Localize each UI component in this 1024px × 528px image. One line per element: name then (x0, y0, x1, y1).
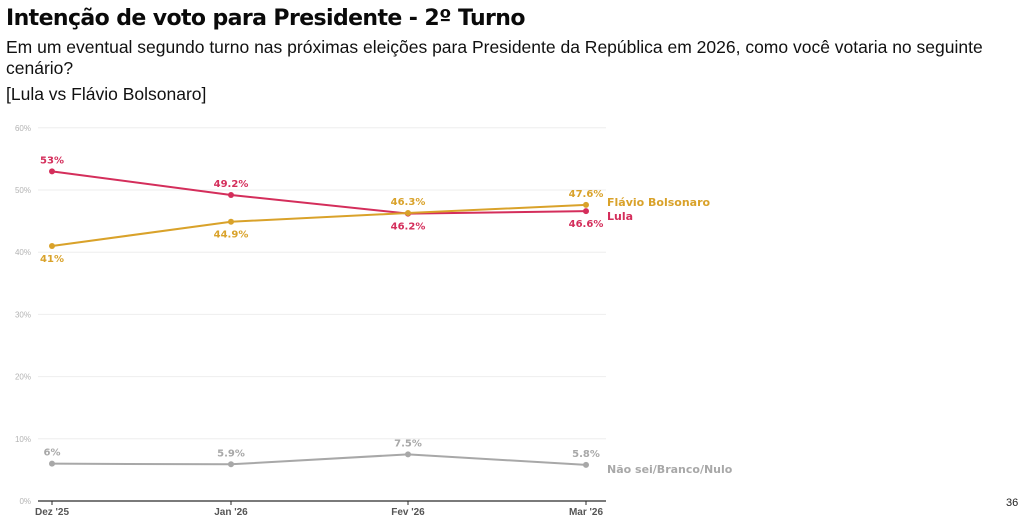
data-label-nao-sei-branco-nulo: 7.5% (394, 438, 422, 449)
data-label-lula: 49.2% (214, 179, 249, 190)
page-title: Intenção de voto para Presidente - 2º Tu… (6, 6, 525, 31)
y-tick-label: 10% (15, 435, 31, 444)
x-tick-label: Jan '26 (214, 507, 248, 518)
data-label-nao-sei-branco-nulo: 5.9% (217, 448, 245, 459)
series-layer: 53% 49.2% 46.2% 46.6%Lula 41% 44.9% 46.3% 47.6%… (40, 155, 733, 476)
data-label-nao-sei-branco-nulo: 5.8% (572, 449, 600, 460)
data-point-nao-sei-branco-nulo (49, 460, 55, 467)
data-label-lula: 53% (40, 155, 64, 166)
grid-layer (38, 127, 606, 440)
x-axis: Dez '25 Jan '26 Fev '26 Mar '26 (35, 500, 606, 518)
data-point-flavio-bolsonaro (583, 201, 589, 208)
data-point-lula (228, 191, 234, 198)
data-point-nao-sei-branco-nulo (583, 461, 589, 468)
y-tick-label: 40% (15, 248, 31, 257)
data-label-lula: 46.2% (391, 222, 426, 233)
series-name-nao-sei-branco-nulo: Não sei/Branco/Nulo (607, 463, 733, 476)
data-point-flavio-bolsonaro (405, 210, 411, 217)
y-tick-label: 20% (15, 373, 31, 382)
series-name-lula: Lula (607, 210, 633, 223)
x-tick-label: Mar '26 (569, 507, 604, 518)
x-tick-label: Fev '26 (391, 507, 425, 518)
scenario-label: [Lula vs Flávio Bolsonaro] (6, 84, 207, 104)
y-tick-label: 60% (15, 124, 31, 133)
y-tick-label: 50% (15, 186, 31, 195)
data-point-flavio-bolsonaro (49, 242, 55, 249)
y-tick-label: 30% (15, 310, 31, 319)
data-label-nao-sei-branco-nulo: 6% (44, 448, 61, 459)
data-label-flavio-bolsonaro: 46.3% (391, 197, 426, 208)
page-number: 36 (1006, 497, 1019, 509)
x-tick-label: Dez '25 (35, 507, 70, 518)
series-name-flavio-bolsonaro: Flávio Bolsonaro (607, 196, 711, 209)
data-point-nao-sei-branco-nulo (228, 461, 234, 468)
data-label-flavio-bolsonaro: 41% (40, 254, 64, 265)
data-label-flavio-bolsonaro: 44.9% (214, 230, 249, 241)
data-label-flavio-bolsonaro: 47.6% (569, 189, 604, 200)
data-point-lula (49, 168, 55, 175)
data-point-lula (583, 208, 589, 215)
data-label-lula: 46.6% (569, 219, 604, 230)
data-point-flavio-bolsonaro (228, 218, 234, 225)
series-line-flavio-bolsonaro (51, 203, 587, 247)
data-point-nao-sei-branco-nulo (405, 451, 411, 458)
series-line-lula (51, 170, 587, 215)
series-line-nao-sei-branco-nulo (51, 453, 587, 466)
y-axis: 0% 10% 20% 30% 40% 50% 60% (15, 124, 31, 506)
question-text: Em um eventual segundo turno nas próxima… (6, 37, 983, 78)
y-tick-label: 0% (19, 497, 31, 506)
